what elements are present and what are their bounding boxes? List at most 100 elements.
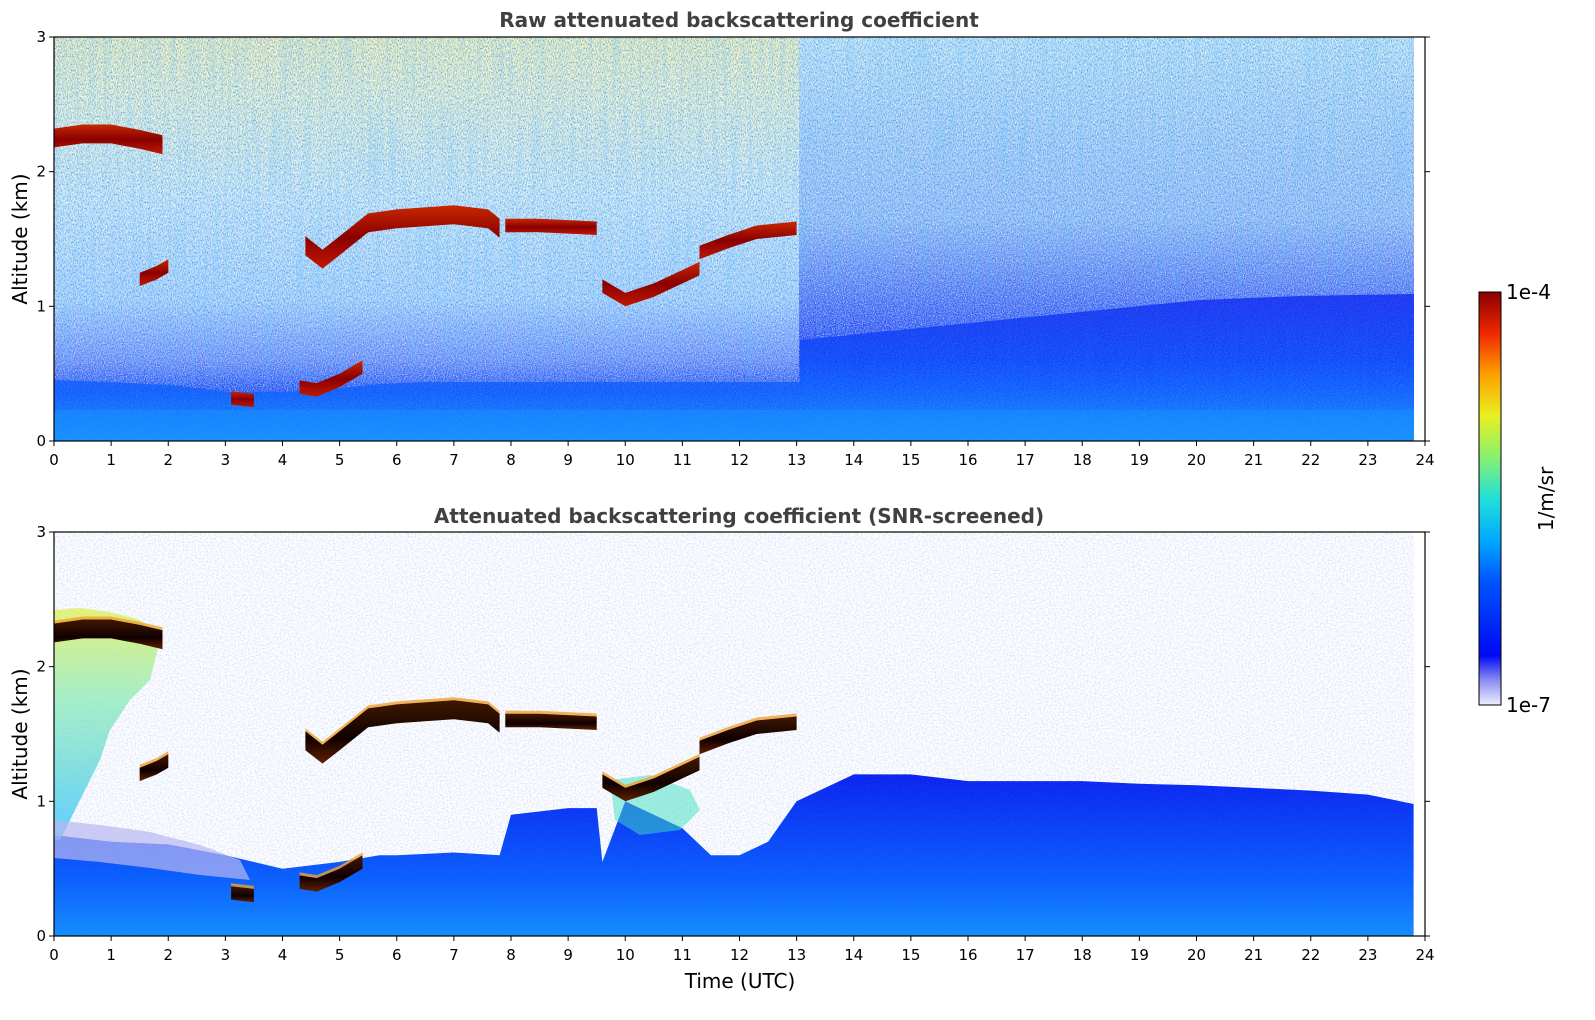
screened-y-tick-label: 2: [36, 658, 46, 676]
screened-cloud-layer: [505, 713, 597, 730]
screened-cloud-layers: [54, 616, 797, 903]
screened-x-tick-label: 12: [730, 946, 749, 964]
screened-x-tick-label: 8: [506, 946, 516, 964]
raw-cloud-layer: [505, 218, 597, 235]
screened-x-tick-label: 14: [844, 946, 863, 964]
raw-cloud-layer: [231, 391, 254, 408]
raw-x-tick-label: 2: [163, 451, 173, 469]
raw-x-tick-label: 10: [616, 451, 635, 469]
raw-x-ticks: 0 1 2 3 4 5 6 7 8 9 10 11 12 13 14 15 16 17 18 19 20 21 22 23 24: [49, 441, 1435, 469]
screened-cloud-layer: [699, 716, 797, 755]
screened-aerosol-plume: [54, 608, 160, 840]
screened-x-tick-label: 7: [449, 946, 459, 964]
screened-x-tick-label: 13: [787, 946, 806, 964]
raw-x-tick-label: 11: [673, 451, 692, 469]
screened-y-axis-label: Altitude (km): [8, 668, 32, 799]
raw-x-tick-label: 16: [958, 451, 977, 469]
screened-x-tick-label: 6: [392, 946, 402, 964]
colorbar-gradient: [1478, 291, 1502, 706]
screened-x-tick-label: 17: [1016, 946, 1035, 964]
raw-cloud-layer: [305, 205, 500, 269]
raw-x-tick-label: 9: [563, 451, 573, 469]
raw-x-tick-label: 14: [844, 451, 863, 469]
raw-x-tick-label: 1: [106, 451, 116, 469]
raw-x-tick-label: 3: [221, 451, 231, 469]
raw-x-tick-label: 20: [1187, 451, 1206, 469]
raw-panel-title: Raw attenuated backscattering coefficien…: [499, 8, 979, 32]
screened-x-tick-label: 1: [106, 946, 116, 964]
screened-x-tick-label: 20: [1187, 946, 1206, 964]
screened-x-tick-label: 2: [163, 946, 173, 964]
colorbar-max-label: 1e-4: [1506, 280, 1551, 304]
screened-cloud-edge: [602, 753, 700, 799]
screened-x-tick-label: 0: [49, 946, 59, 964]
raw-x-tick-label: 15: [901, 451, 920, 469]
colorbar-min-label: 1e-7: [1506, 693, 1551, 717]
screened-x-tick-label: 15: [901, 946, 920, 964]
x-axis-label: Time (UTC): [684, 969, 796, 993]
raw-x-tick-label: 12: [730, 451, 749, 469]
screened-x-tick-label: 21: [1244, 946, 1263, 964]
raw-x-tick-label: 18: [1073, 451, 1092, 469]
raw-y-tick-label: 3: [36, 28, 46, 46]
screened-x-tick-label: 10: [616, 946, 635, 964]
screened-x-tick-label: 3: [221, 946, 231, 964]
screened-cloud-layer: [602, 756, 700, 802]
raw-backscatter-panel: Raw attenuated backscattering coefficien…: [8, 8, 1435, 469]
screened-cloud-layer: [231, 886, 254, 903]
screened-y-tick-label: 3: [36, 523, 46, 541]
raw-x-tick-label: 19: [1130, 451, 1149, 469]
raw-cloud-layer: [602, 261, 700, 307]
raw-x-tick-label: 22: [1301, 451, 1320, 469]
raw-y-tick-label: 0: [36, 432, 46, 450]
colorbar: 1e-4 1e-7 1/m/sr: [1478, 280, 1558, 717]
raw-x-tick-label: 6: [392, 451, 402, 469]
raw-y-axis-label: Altitude (km): [8, 173, 32, 304]
raw-y-ticks: 0 1 2 3: [36, 28, 1430, 450]
screened-x-tick-label: 22: [1301, 946, 1320, 964]
raw-x-tick-label: 23: [1358, 451, 1377, 469]
screened-y-tick-label: 0: [36, 927, 46, 945]
raw-x-tick-label: 21: [1244, 451, 1263, 469]
raw-surface-layer: [54, 410, 1414, 441]
screened-x-tick-label: 16: [958, 946, 977, 964]
screened-x-tick-label: 5: [335, 946, 345, 964]
raw-heatmap-field: [54, 37, 1425, 441]
screened-x-tick-label: 11: [673, 946, 692, 964]
screened-y-ticks: 0 1 2 3: [36, 523, 1430, 945]
raw-no-data-strip: [1414, 37, 1425, 441]
screened-cloud-layer: [299, 855, 363, 892]
snr-screened-panel: Attenuated backscattering coefficient (S…: [8, 504, 1435, 993]
raw-x-tick-label: 17: [1016, 451, 1035, 469]
raw-cloud-layer: [299, 360, 363, 397]
screened-cloud-layer: [54, 619, 163, 650]
raw-cloud-layers: [54, 124, 797, 408]
raw-x-tick-label: 5: [335, 451, 345, 469]
screened-x-tick-label: 23: [1358, 946, 1377, 964]
screened-lavender-haze: [54, 820, 250, 880]
raw-cloud-layer: [699, 221, 797, 260]
raw-cloud-layer: [54, 124, 163, 155]
screened-x-tick-label: 9: [563, 946, 573, 964]
raw-x-tick-label: 0: [49, 451, 59, 469]
screened-x-tick-label: 18: [1073, 946, 1092, 964]
screened-x-tick-label: 19: [1130, 946, 1149, 964]
raw-cloud-layer: [139, 259, 169, 287]
raw-x-tick-label: 24: [1415, 451, 1434, 469]
colorbar-unit-label: 1/m/sr: [1534, 466, 1558, 531]
raw-x-tick-label: 13: [787, 451, 806, 469]
screened-x-tick-label: 4: [278, 946, 288, 964]
raw-boundary-layer: [54, 294, 1414, 441]
screened-x-tick-label: 24: [1415, 946, 1434, 964]
screened-y-tick-label: 1: [36, 792, 46, 810]
raw-x-tick-label: 7: [449, 451, 459, 469]
screened-heatmap-field: [54, 532, 1425, 936]
screened-cloud-layer: [139, 754, 169, 782]
screened-cloud-layer: [305, 700, 500, 764]
raw-y-tick-label: 1: [36, 297, 46, 315]
raw-x-tick-label: 4: [278, 451, 288, 469]
screened-x-ticks: 0 1 2 3 4 5 6 7 8 9 10 11 12 13 14 15 16 17 18 19 20 21 22 23 24: [49, 936, 1435, 964]
screened-panel-title: Attenuated backscattering coefficient (S…: [434, 504, 1044, 528]
raw-y-tick-label: 2: [36, 163, 46, 181]
